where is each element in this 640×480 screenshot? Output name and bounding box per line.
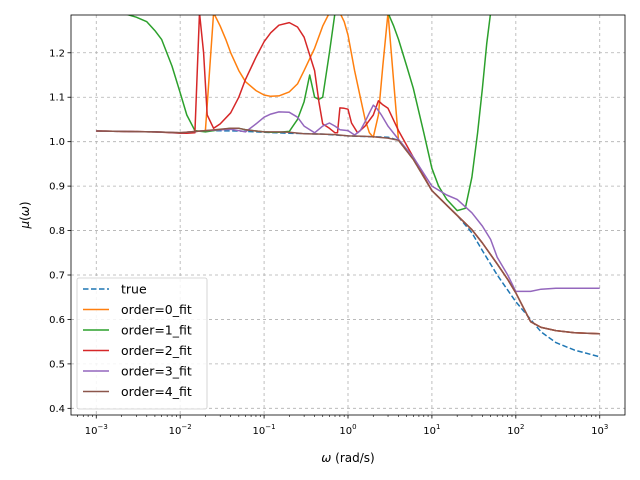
series-line-5 xyxy=(96,127,600,335)
y-axis-label: μ(ω) xyxy=(18,201,32,229)
legend-label: true xyxy=(121,282,147,297)
legend: true order=0_fit order=1_fit order=2_fitord… xyxy=(76,277,208,410)
y-tick-label: 0.5 xyxy=(49,359,65,370)
x-tick-label: 10−2 xyxy=(169,423,192,437)
x-tick-label: 10−3 xyxy=(85,423,108,437)
y-tick-label: 0.4 xyxy=(49,404,65,415)
y-tick-label: 0.9 xyxy=(49,182,65,193)
grid xyxy=(71,15,625,415)
axis-ticks: 10−3 10−2 10−1 100 101 102 103 0.4 0.5 0.6 0.7 0.8 0… xyxy=(49,48,608,437)
legend-label: order=3_fit xyxy=(121,364,192,379)
y-tick-label: 1.0 xyxy=(49,137,65,148)
x-axis-label: ω (rad/s) xyxy=(321,451,374,465)
series-line-2 xyxy=(126,15,492,212)
legend-label: order=2_fit xyxy=(121,343,192,358)
y-tick-label: 0.7 xyxy=(49,271,65,282)
y-tick-label: 0.6 xyxy=(49,315,65,326)
y-tick-label: 1.1 xyxy=(49,93,65,104)
x-tick-label: 101 xyxy=(423,423,440,437)
series-line-4 xyxy=(96,104,600,293)
legend-label: order=1_fit xyxy=(121,323,192,338)
x-tick-label: 10−1 xyxy=(253,423,276,437)
y-tick-label: 1.2 xyxy=(49,48,65,59)
legend-label: order=4_fit xyxy=(121,384,192,399)
y-tick-label: 0.8 xyxy=(49,226,65,237)
series-lines xyxy=(96,15,600,358)
x-tick-label: 100 xyxy=(339,423,356,437)
legend-box xyxy=(76,277,208,410)
x-tick-label: 103 xyxy=(591,423,608,437)
x-tick-label: 102 xyxy=(507,423,524,437)
legend-label: order=0_fit xyxy=(121,302,192,317)
